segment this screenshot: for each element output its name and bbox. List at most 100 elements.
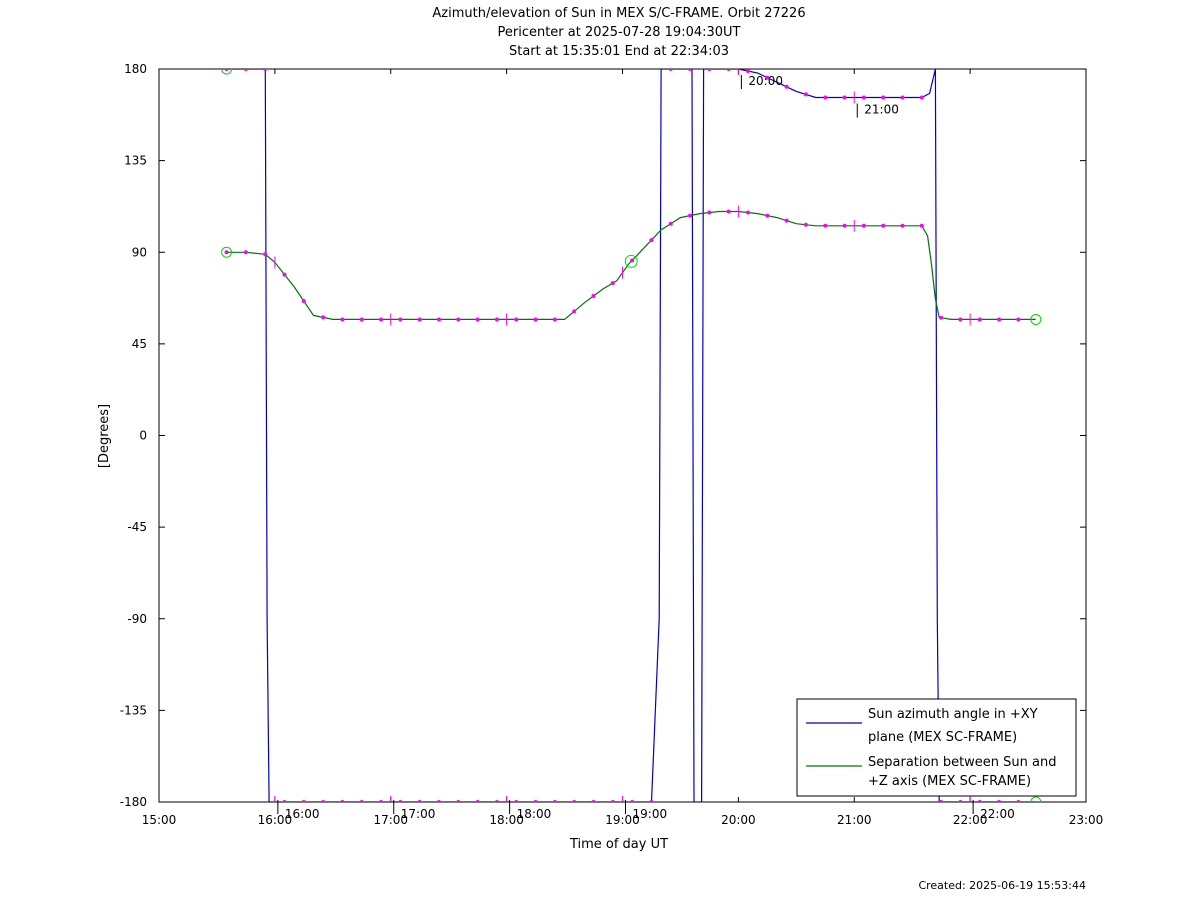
ten-minute-marker — [379, 800, 384, 802]
ten-minute-marker — [282, 272, 287, 277]
ten-minute-marker — [765, 213, 770, 218]
annotation-label: 21:00 — [864, 103, 899, 117]
ten-minute-marker — [726, 209, 731, 214]
ten-minute-marker — [649, 238, 654, 243]
axis-ticks — [158, 68, 1087, 803]
ten-minute-marker — [842, 95, 847, 100]
legend: Sun azimuth angle in +XY plane (MEX SC-F… — [796, 698, 1077, 797]
ten-minute-marker — [861, 95, 866, 100]
y-tick-label: 0 — [139, 429, 147, 443]
ten-minute-marker — [630, 800, 635, 802]
ten-minute-marker — [707, 210, 712, 215]
legend-label-azimuth-line-2: plane (MEX SC-FRAME) — [868, 730, 1017, 745]
ten-minute-marker — [688, 213, 693, 218]
ten-minute-marker — [591, 294, 596, 299]
legend-label-azimuth-line-1: Sun azimuth angle in +XY — [868, 707, 1038, 722]
ten-minute-marker — [707, 69, 712, 71]
ten-minute-marker — [610, 800, 615, 802]
ten-minute-marker — [630, 258, 635, 263]
legend-label-separation-line-1: Separation between Sun and — [868, 755, 1056, 770]
ten-minute-marker — [301, 800, 306, 802]
ten-minute-marker — [900, 95, 905, 100]
ten-minute-marker — [321, 800, 326, 802]
y-tick-label: -90 — [127, 612, 147, 626]
ten-minute-marker — [398, 317, 403, 322]
ten-minute-marker — [900, 223, 905, 228]
pericenter-marker — [624, 254, 638, 268]
ten-minute-marker — [997, 317, 1002, 322]
ten-minute-marker — [997, 800, 1002, 802]
ten-minute-marker — [977, 800, 982, 802]
azimuth-series-line — [226, 69, 1036, 802]
ten-minute-marker — [765, 75, 770, 80]
title-line-3: Start at 15:35:01 End at 22:34:03 — [509, 44, 729, 59]
ten-minute-marker — [745, 69, 750, 74]
ten-minute-marker — [379, 317, 384, 322]
separation-series-line — [226, 210, 1036, 320]
y-tick-label: -180 — [120, 795, 147, 809]
ten-minute-marker — [668, 221, 673, 226]
y-axis-label: [Degrees] — [97, 404, 112, 468]
y-tick-label: 135 — [124, 154, 147, 168]
ten-minute-marker — [321, 315, 326, 320]
ten-minute-marker — [610, 281, 615, 286]
x-tick-label: 23:00 — [1069, 813, 1104, 827]
ten-minute-marker — [494, 800, 499, 802]
ten-minute-marker — [823, 95, 828, 100]
ten-minute-marker — [572, 800, 577, 802]
x-tick-label: 16:00 — [258, 813, 293, 827]
ten-minute-marker — [572, 309, 577, 314]
x-tick-label: 22:00 — [953, 813, 988, 827]
data-markers — [221, 69, 1042, 802]
endpoint-marker — [1030, 313, 1042, 325]
annotation-label: 19:00 — [633, 807, 668, 821]
ten-minute-marker — [533, 317, 538, 322]
ten-minute-marker — [398, 800, 403, 802]
ten-minute-marker — [919, 223, 924, 228]
x-tick-label: 15:00 — [142, 813, 177, 827]
y-tick-label: 90 — [132, 245, 147, 259]
annotation-label: 22:00 — [980, 807, 1015, 821]
ten-minute-marker — [745, 210, 750, 215]
ten-minute-marker — [494, 317, 499, 322]
ten-minute-marker — [958, 800, 963, 802]
ten-minute-marker — [591, 800, 596, 802]
x-tick-label: 18:00 — [489, 813, 524, 827]
y-tick-label: 45 — [132, 337, 147, 351]
ten-minute-marker — [958, 317, 963, 322]
title-line-1: Azimuth/elevation of Sun in MEX S/C-FRAM… — [432, 6, 805, 21]
ten-minute-marker — [224, 250, 229, 255]
chart-title: Azimuth/elevation of Sun in MEX S/C-FRAM… — [432, 6, 805, 59]
ten-minute-marker — [881, 95, 886, 100]
ten-minute-marker — [475, 317, 480, 322]
ten-minute-marker — [340, 800, 345, 802]
x-tick-label: 20:00 — [721, 813, 756, 827]
created-timestamp: Created: 2025-06-19 15:53:44 — [918, 879, 1086, 892]
ten-minute-marker — [919, 95, 924, 100]
ten-minute-marker — [417, 800, 422, 802]
x-axis-label: Time of day UT — [569, 837, 668, 852]
ten-minute-marker — [533, 800, 538, 802]
annotation-label: 20:00 — [748, 74, 783, 88]
y-tick-labels: 180 135 90 45 0 -45 -90 -135 -180 — [120, 62, 147, 809]
ten-minute-marker — [263, 252, 268, 257]
ten-minute-marker — [939, 800, 944, 802]
annotation-label: 17:00 — [401, 807, 436, 821]
ten-minute-marker — [842, 223, 847, 228]
ten-minute-marker — [1016, 800, 1021, 802]
time-annotations: 16:00 17:00 18:00 19:00 20:00 21:00 22:00 — [277, 74, 1015, 821]
ten-minute-marker — [803, 222, 808, 227]
ten-minute-marker — [243, 250, 248, 255]
ten-minute-marker — [456, 317, 461, 322]
series-lines — [226, 69, 1036, 802]
legend-label-separation-line-2: +Z axis (MEX SC-FRAME) — [868, 774, 1031, 789]
ten-minute-marker — [359, 317, 364, 322]
x-tick-label: 19:00 — [605, 813, 640, 827]
x-tick-labels: 15:00 16:00 17:00 18:00 19:00 20:00 21:00 22:00… — [142, 813, 1104, 827]
ten-minute-marker — [263, 69, 268, 71]
ten-minute-marker — [688, 69, 693, 71]
ten-minute-marker — [436, 800, 441, 802]
ten-minute-marker — [939, 315, 944, 320]
ten-minute-marker — [475, 800, 480, 802]
